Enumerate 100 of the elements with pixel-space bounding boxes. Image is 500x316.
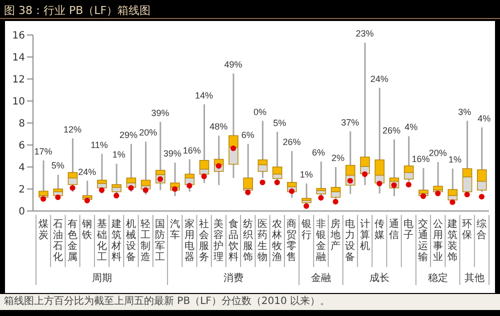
annotation: 39% <box>151 108 170 118</box>
point <box>406 182 412 188</box>
text: 金融 <box>310 272 331 284</box>
point <box>420 193 426 199</box>
annotation: 5% <box>51 160 64 171</box>
point <box>260 180 266 186</box>
y-tick-label: 12 <box>12 74 25 86</box>
x-tick-label: 煤炭 <box>38 218 48 241</box>
point <box>347 178 353 184</box>
y-tick-label: 14 <box>12 52 25 64</box>
y-tick-label: 16 <box>12 30 25 42</box>
y-tick-label: 6 <box>18 140 25 152</box>
x-tick-label: 汽车 <box>170 218 180 241</box>
x-tick-label: 轻工制造 <box>140 218 151 263</box>
x-tick-label: 交通运输 <box>418 218 428 263</box>
annotation: 26% <box>282 137 301 148</box>
point <box>450 199 456 205</box>
point <box>464 192 470 198</box>
text: 周期 <box>92 272 112 284</box>
annotation: 24% <box>370 74 388 84</box>
annotation: 49% <box>224 60 242 70</box>
y-tick-label: 0 <box>18 206 25 218</box>
x-tick-label: 房地产 <box>330 218 341 252</box>
x-tick-label: 通信 <box>389 218 400 241</box>
annotation: 1% <box>112 150 126 160</box>
point <box>376 180 382 186</box>
x-tick-label: 农林牧渔 <box>271 219 282 263</box>
annotation: 5% <box>273 118 286 128</box>
point <box>230 146 236 152</box>
annotation: 20% <box>428 148 447 158</box>
annotation: 17% <box>34 146 52 156</box>
x-tick-label: 机械设备 <box>126 218 136 263</box>
point <box>362 171 368 177</box>
x-tick-label: 建筑装饰 <box>446 218 458 263</box>
y-tick-label: 4 <box>18 162 25 174</box>
x-tick-label: 社会服务 <box>199 218 210 263</box>
annotation: 2% <box>332 153 345 163</box>
x-tick-label: 美容护理 <box>212 218 224 263</box>
x-tick-label: 综合 <box>476 218 487 241</box>
annotation: 37% <box>341 117 360 128</box>
annotation: 1% <box>448 154 462 165</box>
x-tick-label: 医药生物 <box>258 219 268 263</box>
point <box>84 198 90 204</box>
annotation: 11% <box>90 140 108 150</box>
annotation: 16% <box>182 145 201 156</box>
x-tick-label: 钢铁 <box>81 219 92 241</box>
point <box>332 198 338 204</box>
annotation: 0% <box>253 106 267 117</box>
annotation: 48% <box>210 122 228 132</box>
text: 稳定 <box>428 272 448 284</box>
point <box>201 174 207 180</box>
x-tick-label: 有色金属 <box>68 218 78 263</box>
annotation: 12% <box>64 124 82 134</box>
annotation: 29% <box>119 130 138 140</box>
annotation: 6% <box>312 148 325 158</box>
annotation: 23% <box>356 28 374 39</box>
annotation: 24% <box>78 166 96 177</box>
point <box>304 203 310 209</box>
point <box>98 187 105 193</box>
annotation: 26% <box>382 126 401 136</box>
annotation: 4% <box>478 113 491 124</box>
y-tick-label: 8 <box>18 118 25 130</box>
annotation: 39% <box>163 148 182 159</box>
text: 成长 <box>369 272 390 284</box>
point <box>186 182 192 188</box>
text: 箱线图上方百分比为截至上周五的最新 PB（LF）分位数（2010 以来）。 <box>0 294 500 310</box>
x-tick-label: 商贸零售 <box>286 218 297 263</box>
annotation: 14% <box>195 90 214 100</box>
y-tick-label: 2 <box>18 184 25 196</box>
text: 消费 <box>223 272 244 284</box>
point <box>55 194 61 200</box>
x-tick-label: 公用事业 <box>432 218 443 263</box>
x-tick-label: 电子 <box>404 218 414 241</box>
y-tick-label: 10 <box>12 96 25 108</box>
annotation: 20% <box>139 128 158 138</box>
x-tick-label: 非银金融 <box>314 218 326 263</box>
point <box>288 188 295 194</box>
text: 其他 <box>464 272 484 284</box>
x-tick-label: 石油石化 <box>52 219 63 263</box>
x-tick-label: 银行 <box>300 219 312 241</box>
point <box>142 187 148 193</box>
x-tick-label: 基础化工 <box>96 218 107 263</box>
annotation: 16% <box>412 154 430 164</box>
x-tick-label: 电力设备 <box>345 218 356 263</box>
x-tick-label: 传媒 <box>374 219 384 241</box>
x-tick-label: 食品饮料 <box>227 218 238 263</box>
x-tick-label: 国防军工 <box>155 219 166 263</box>
annotation: 1% <box>300 170 313 180</box>
x-tick-label: 计算机 <box>360 218 370 252</box>
annotation: 4% <box>404 122 418 132</box>
x-tick-label: 家用电器 <box>184 218 194 263</box>
x-tick-label: 纺织服饰 <box>242 218 253 263</box>
annotation: 6% <box>241 130 254 140</box>
annotation: 3% <box>458 106 472 117</box>
point <box>274 180 280 186</box>
x-tick-label: 建筑材料 <box>110 218 122 263</box>
chart-title: 图 38：行业 PB（LF）箱线图 <box>4 3 151 18</box>
x-tick-label: 环保 <box>462 219 472 241</box>
point <box>318 195 324 201</box>
point <box>478 194 484 200</box>
